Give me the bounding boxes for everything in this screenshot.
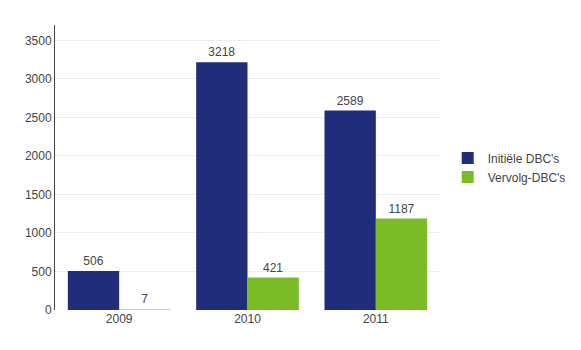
svg-text:3218: 3218 [208,45,235,59]
svg-text:2500: 2500 [25,111,52,125]
svg-text:2589: 2589 [337,94,364,108]
svg-text:2009: 2009 [106,312,133,326]
svg-text:0: 0 [45,303,52,317]
svg-text:7: 7 [141,292,148,306]
svg-text:1000: 1000 [25,226,52,240]
svg-text:Vervolg-DBC's: Vervolg-DBC's [488,171,566,185]
svg-text:2010: 2010 [234,312,261,326]
svg-text:2011: 2011 [363,312,389,326]
svg-text:1500: 1500 [25,188,52,202]
svg-text:3500: 3500 [25,34,52,48]
svg-text:3000: 3000 [25,72,52,86]
svg-text:421: 421 [263,261,283,275]
svg-text:1187: 1187 [388,202,414,216]
svg-text:500: 500 [32,265,52,279]
svg-text:506: 506 [83,254,103,268]
svg-text:2000: 2000 [25,149,52,163]
svg-text:Initiële DBC's: Initiële DBC's [488,152,560,166]
